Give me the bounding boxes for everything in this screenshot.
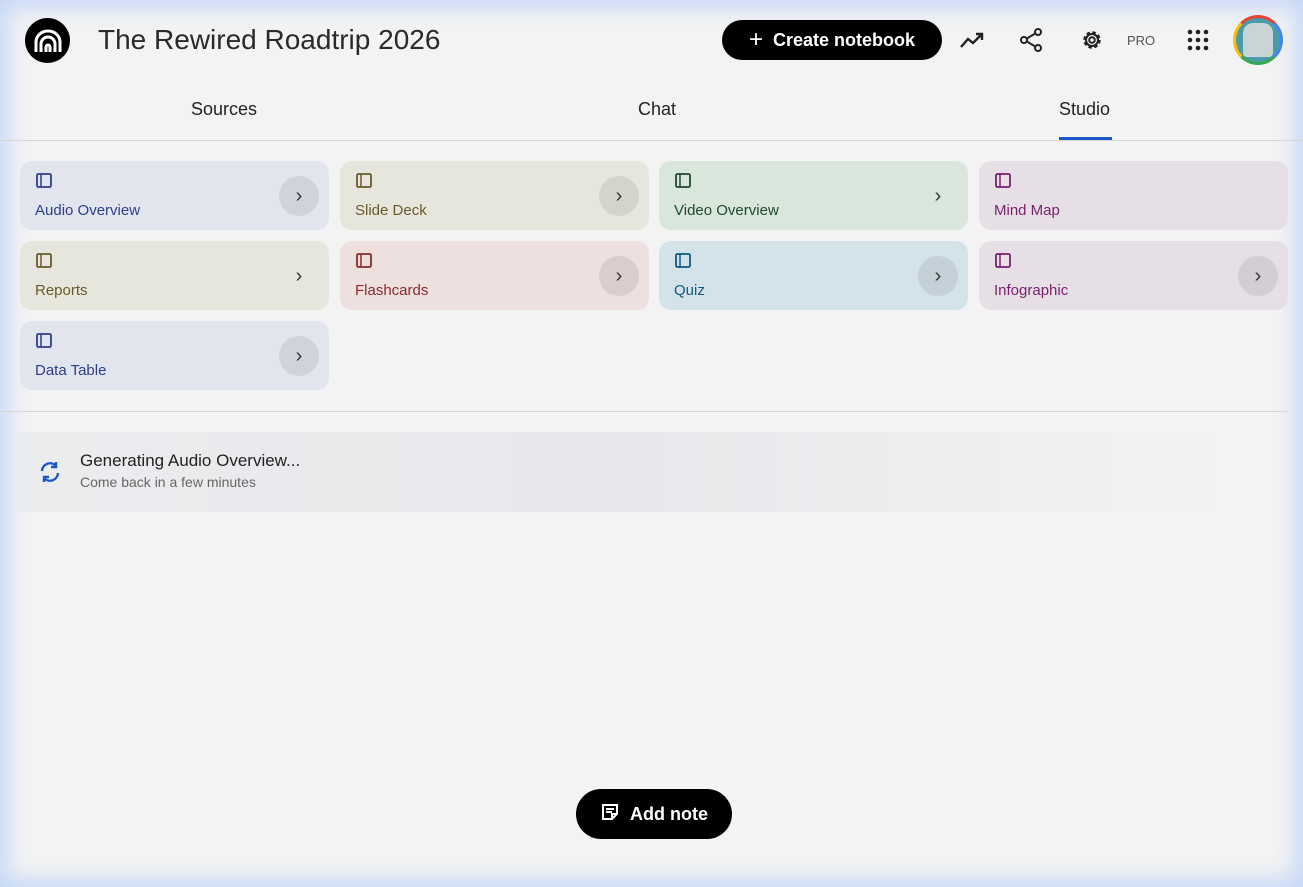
generating-subtitle: Come back in a few minutes	[80, 474, 256, 490]
studio-card-label: Flashcards	[355, 282, 429, 299]
settings-gear-icon[interactable]	[1078, 26, 1106, 54]
studio-card-infographic[interactable]: Infographic ›	[979, 241, 1288, 310]
analytics-trend-icon[interactable]	[958, 26, 986, 54]
studio-card-video-overview[interactable]: Video Overview ›	[659, 161, 968, 230]
studio-card-label: Mind Map	[994, 202, 1060, 219]
create-notebook-label: Create notebook	[772, 29, 916, 50]
studio-card-label: Quiz	[674, 282, 705, 299]
apps-grid-icon[interactable]	[1184, 26, 1212, 54]
chevron-right-icon[interactable]: ›	[599, 256, 639, 296]
chevron-right-icon[interactable]: ›	[934, 184, 942, 207]
reports-icon	[35, 252, 55, 270]
notebooklm-logo[interactable]	[25, 18, 70, 63]
studio-divider	[0, 411, 1288, 412]
data-table-icon	[35, 332, 55, 350]
slides-icon	[355, 172, 375, 190]
user-avatar[interactable]	[1233, 15, 1283, 65]
video-icon	[674, 172, 694, 190]
create-notebook-button[interactable]: + Create notebook	[722, 20, 942, 60]
studio-card-flashcards[interactable]: Flashcards ›	[340, 241, 649, 310]
share-icon[interactable]	[1017, 26, 1045, 54]
studio-card-label: Video Overview	[674, 202, 779, 219]
tab-sources[interactable]: Sources	[191, 99, 258, 119]
studio-card-quiz[interactable]: Quiz ›	[659, 241, 968, 310]
generating-title: Generating Audio Overview...	[80, 451, 301, 470]
active-tab-indicator	[1059, 137, 1112, 140]
chevron-right-icon[interactable]: ›	[279, 176, 319, 216]
quiz-icon	[674, 252, 694, 270]
tab-studio[interactable]: Studio	[1059, 99, 1111, 119]
studio-card-label: Infographic	[994, 282, 1069, 299]
add-note-label: Add note	[630, 803, 708, 824]
flashcards-icon	[355, 252, 375, 270]
plus-icon: +	[748, 26, 763, 53]
audio-waveform-icon	[35, 172, 55, 190]
studio-card-data-table[interactable]: Data Table ›	[20, 321, 329, 390]
add-note-button[interactable]: Add note	[576, 789, 732, 839]
tab-divider	[0, 140, 1303, 141]
studio-card-label: Reports	[35, 282, 88, 299]
sync-icon	[38, 460, 62, 489]
studio-card-label: Data Table	[35, 362, 107, 379]
chevron-right-icon[interactable]: ›	[599, 176, 639, 216]
chevron-right-icon[interactable]: ›	[295, 264, 303, 287]
mind-map-icon	[994, 172, 1014, 190]
infographic-icon	[994, 252, 1014, 270]
tab-chat[interactable]: Chat	[638, 99, 677, 119]
chevron-right-icon[interactable]: ›	[279, 336, 319, 376]
note-icon	[600, 802, 620, 827]
studio-card-reports[interactable]: Reports ›	[20, 241, 329, 310]
generating-audio-overview-item: Generating Audio Overview... Come back i…	[20, 432, 1230, 512]
studio-card-mind-map[interactable]: Mind Map	[979, 161, 1288, 230]
pro-badge: PRO	[1127, 33, 1156, 48]
studio-card-label: Audio Overview	[35, 202, 141, 219]
studio-card-slide-deck[interactable]: Slide Deck ›	[340, 161, 649, 230]
chevron-right-icon[interactable]: ›	[918, 256, 958, 296]
chevron-right-icon[interactable]: ›	[1238, 256, 1278, 296]
studio-card-audio-overview[interactable]: Audio Overview ›	[20, 161, 329, 230]
notebook-title[interactable]: The Rewired Roadtrip 2026	[98, 24, 441, 55]
studio-card-label: Slide Deck	[355, 202, 427, 219]
